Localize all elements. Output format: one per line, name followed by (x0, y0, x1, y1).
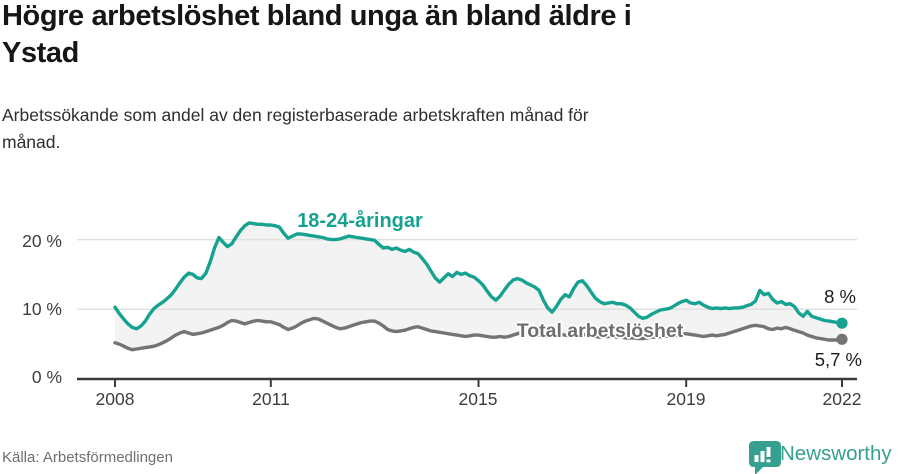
series-end-dot-youth (836, 317, 848, 329)
series-end-dot-total (836, 333, 848, 345)
area-between-series (115, 222, 842, 350)
y-tick-label-0: 0 % (31, 367, 62, 387)
series-line-youth (113, 221, 844, 331)
page-title-line2: Ystad (2, 37, 79, 69)
chart-subtitle-line2: månad. (2, 132, 61, 152)
y-tick-label-20: 20 % (22, 231, 62, 251)
chart-subtitle-line1: Arbetssökande som andel av den registerb… (2, 105, 589, 125)
chart-subtitle: Arbetssökande som andel av den registerb… (2, 102, 802, 156)
series-line-total (113, 316, 844, 352)
end-value-label-total: 5,7 % (814, 349, 862, 370)
series-label-youth: 18-24-åringar (297, 210, 423, 232)
series-label-total: Total arbetslöshet (516, 320, 684, 342)
y-tick-label-10: 10 % (22, 299, 62, 319)
x-tick-label-2011: 2011 (252, 389, 290, 409)
page-title: Högre arbetslöshet bland unga än bland ä… (2, 0, 882, 72)
end-value-label-youth: 8 % (824, 286, 856, 307)
x-tick-label-2015: 2015 (458, 389, 498, 409)
x-axis-ticks (114, 379, 843, 387)
x-tick-label-2022: 2022 (822, 389, 862, 409)
newsworthy-logo-text[interactable]: Newsworthy (780, 442, 892, 465)
source-note: Källa: Arbetsförmedlingen (2, 449, 173, 466)
page-title-line1: Högre arbetslöshet bland unga än bland ä… (2, 0, 632, 32)
x-tick-label-2019: 2019 (666, 389, 706, 409)
x-tick-label-2008: 2008 (95, 389, 135, 409)
